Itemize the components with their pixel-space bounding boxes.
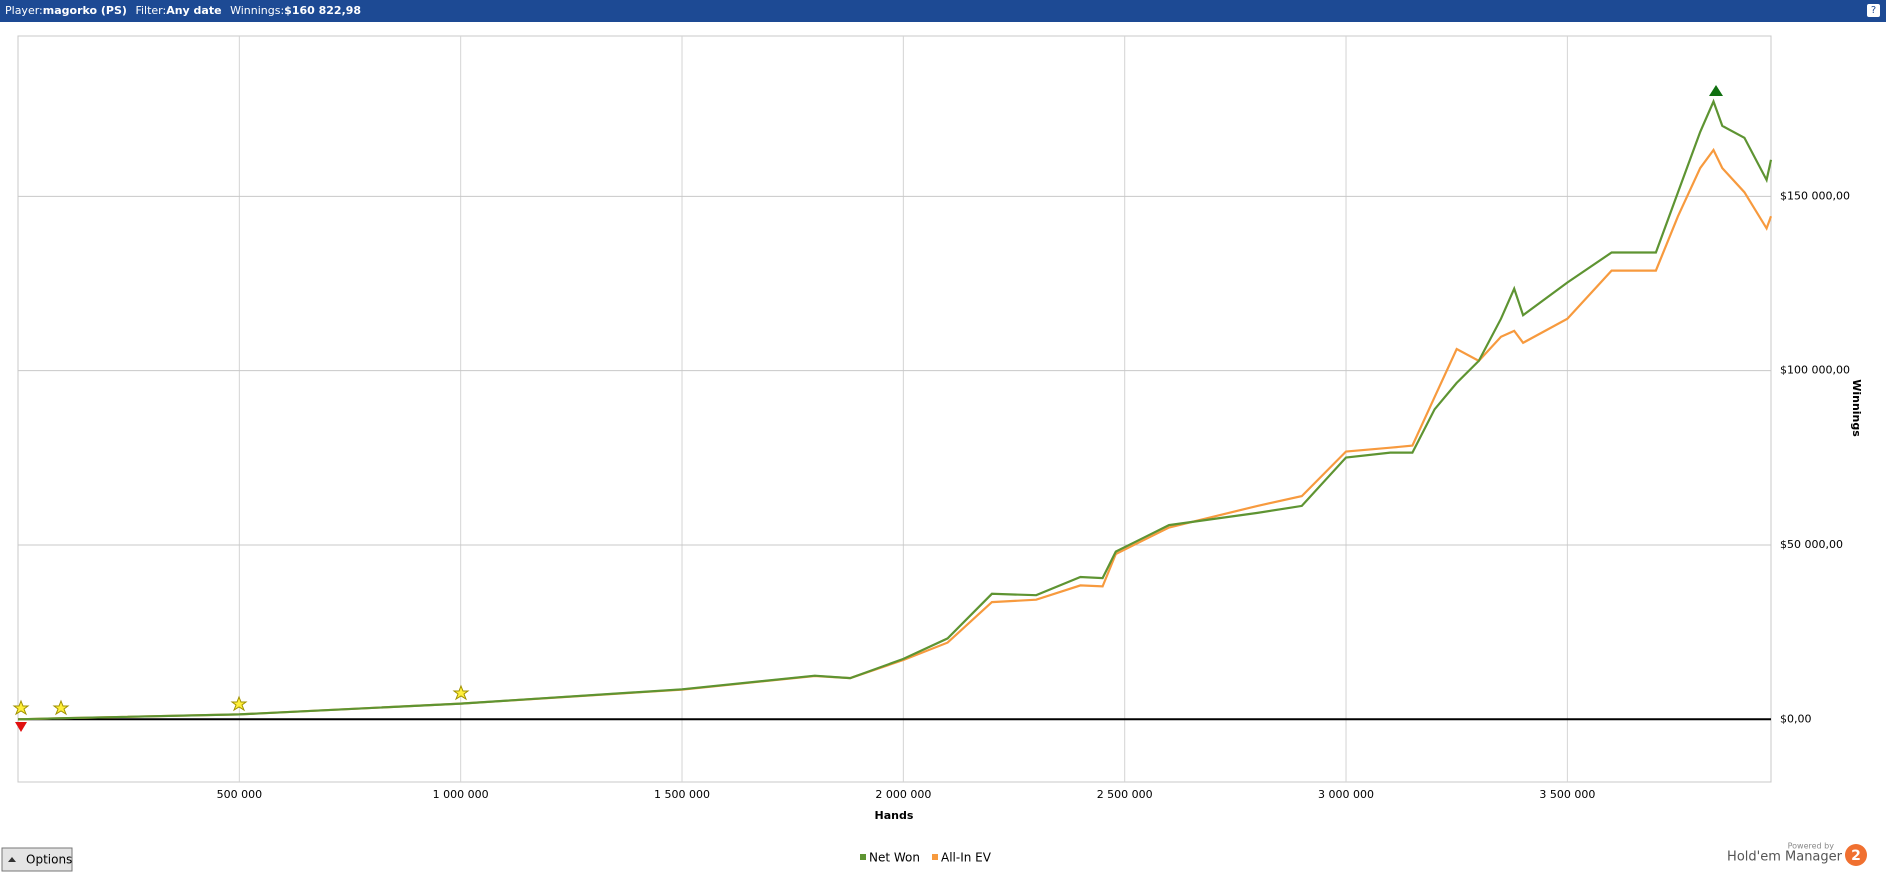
brand-number: 2 (1851, 848, 1861, 864)
player: magorko (PS) (42, 4, 127, 17)
y-tick-label: $100 000,00 (1780, 364, 1850, 377)
x-tick-label: 1 500 000 (654, 788, 710, 801)
x-tick-label: 3 500 000 (1539, 788, 1595, 801)
options-button[interactable]: Options (1, 847, 73, 872)
label: Winnings: (230, 4, 285, 17)
arrow-icon (8, 857, 16, 862)
y-axis-title: Winnings (1850, 379, 1863, 437)
winnings: $160 822,98 (284, 4, 362, 17)
max-marker (1709, 85, 1723, 96)
star (230, 695, 248, 712)
markers (12, 85, 1723, 732)
legend-swatch (932, 854, 938, 860)
min-marker (15, 722, 27, 732)
plot-area (17, 35, 1772, 783)
star (52, 699, 70, 716)
x-axis-title: Hands (875, 809, 914, 822)
star (452, 684, 470, 701)
star (12, 699, 30, 716)
filter: Any date (166, 4, 222, 17)
x-tick-label: 2 500 000 (1097, 788, 1153, 801)
legend: Net Won All-In EV (860, 851, 992, 865)
y-tick-label: $150 000,00 (1780, 189, 1850, 202)
powered-by: Powered by (1788, 842, 1835, 851)
legend-swatch (860, 854, 866, 860)
x-tick-label: 2 000 000 (875, 788, 931, 801)
x-tick-label: 1 000 000 (433, 788, 489, 801)
series-line (17, 98, 1773, 721)
label: Filter: (135, 4, 167, 17)
brand-badge (1845, 844, 1867, 866)
button-frame[interactable] (1, 847, 73, 872)
x-tick-label: 3 000 000 (1318, 788, 1374, 801)
x-tick-label: 500 000 (217, 788, 263, 801)
legend-label: Net Won (869, 851, 920, 865)
legend-label: All-In EV (941, 851, 992, 865)
button-label[interactable]: Options (26, 853, 72, 867)
brand: Hold'em Manager (1727, 850, 1843, 865)
y-tick-label: $0,00 (1780, 712, 1812, 725)
title-bar: Player:magorko (PS) Filter:Any date Winn… (0, 0, 1886, 22)
label: Player: (5, 4, 43, 17)
y-tick-label: $50 000,00 (1780, 538, 1843, 551)
help-button[interactable]: ? (1867, 4, 1880, 17)
